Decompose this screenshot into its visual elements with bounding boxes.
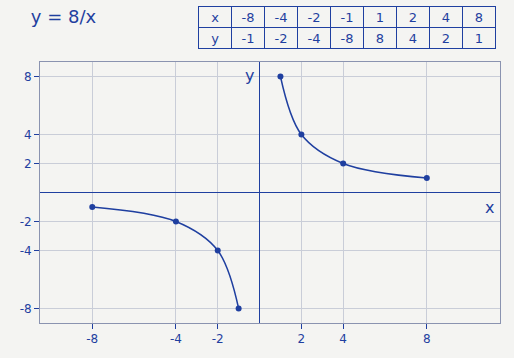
html-text:4: 4 <box>441 9 451 25</box>
html-text:2: 2 <box>408 9 418 25</box>
svg-text:8: 8 <box>423 332 431 346</box>
svg-text:-8: -8 <box>86 332 98 346</box>
svg-text:-2: -2 <box>20 215 32 229</box>
html-text:1: 1 <box>474 30 484 46</box>
svg-text:2: 2 <box>298 332 306 346</box>
html-text:1: 1 <box>375 9 385 25</box>
svg-text:4: 4 <box>24 128 32 142</box>
html-text:4: 4 <box>408 30 418 46</box>
html-text:-8: -8 <box>241 9 255 25</box>
html-text:-4: -4 <box>274 9 288 25</box>
svg-text:y: y <box>245 66 254 85</box>
html-text:-8: -8 <box>340 30 354 46</box>
svg-text:-4: -4 <box>20 244 32 258</box>
svg-text:2: 2 <box>24 157 32 171</box>
html-text:-1: -1 <box>340 9 354 25</box>
html-text:2: 2 <box>441 30 451 46</box>
html-text:y: y <box>211 30 219 46</box>
svg-text:8: 8 <box>24 70 32 84</box>
svg-text:4: 4 <box>339 332 347 346</box>
html-text:x: x <box>211 9 219 25</box>
html-text:-2: -2 <box>274 30 288 46</box>
svg-text:-4: -4 <box>170 332 182 346</box>
html-text:8: 8 <box>375 30 385 46</box>
svg-text:-8: -8 <box>20 302 32 316</box>
svg-text:x: x <box>485 198 494 217</box>
html-text:-4: -4 <box>307 30 321 46</box>
svg-text:y = 8/x: y = 8/x <box>31 6 97 27</box>
html-text:-2: -2 <box>307 9 321 25</box>
svg-text:-2: -2 <box>212 332 224 346</box>
html-text:-1: -1 <box>241 30 255 46</box>
html-text:8: 8 <box>474 9 484 25</box>
